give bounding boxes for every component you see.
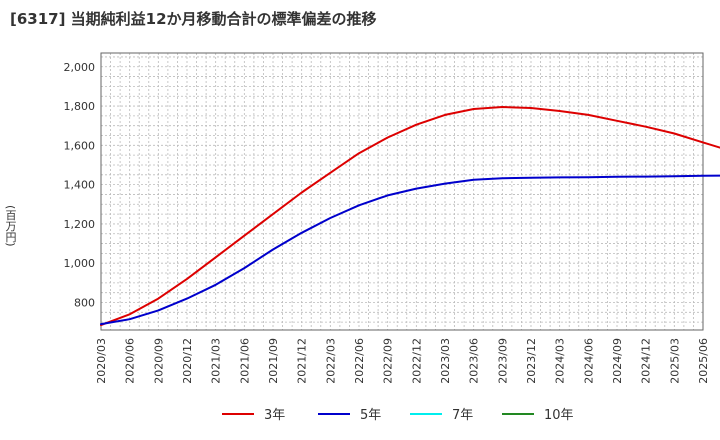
x-tick-label: 2022/06 bbox=[353, 338, 366, 384]
y-axis-label: (百万円) bbox=[4, 205, 17, 247]
chart-title: [6317] 当期純利益12か月移動合計の標準偏差の推移 bbox=[10, 10, 377, 28]
legend-label: 5年 bbox=[360, 408, 381, 423]
y-tick-label: 800 bbox=[74, 296, 95, 309]
x-tick-label: 2023/06 bbox=[468, 338, 481, 384]
y-tick-label: 1,400 bbox=[64, 179, 96, 192]
series-line-3年 bbox=[100, 106, 720, 327]
y-tick-label: 1,600 bbox=[64, 139, 96, 152]
x-tick-label: 2020/09 bbox=[152, 338, 165, 384]
y-tick-label: 1,800 bbox=[64, 100, 96, 113]
x-tick-label: 2023/12 bbox=[525, 338, 538, 384]
x-tick-label: 2021/12 bbox=[296, 338, 309, 384]
plot-frame bbox=[100, 52, 704, 331]
x-tick-label: 2021/06 bbox=[238, 338, 251, 384]
y-tick-label: 2,000 bbox=[64, 61, 96, 74]
x-tick-label: 2024/12 bbox=[640, 338, 653, 384]
x-tick-label: 2024/03 bbox=[554, 338, 567, 384]
x-tick-label: 2023/03 bbox=[439, 338, 452, 384]
x-tick-label: 2022/09 bbox=[382, 338, 395, 384]
y-tick-label: 1,200 bbox=[64, 218, 96, 231]
y-tick-label: 1,000 bbox=[64, 257, 96, 270]
legend-label: 3年 bbox=[264, 408, 285, 423]
x-tick-label: 2024/09 bbox=[611, 338, 624, 384]
x-tick-label: 2020/06 bbox=[124, 338, 137, 384]
x-tick-label: 2023/09 bbox=[496, 338, 509, 384]
x-tick-label: 2024/06 bbox=[582, 338, 595, 384]
x-tick-label: 2025/03 bbox=[668, 338, 681, 384]
x-tick-label: 2022/12 bbox=[410, 338, 423, 384]
x-tick-label: 2022/03 bbox=[324, 338, 337, 384]
legend-label: 10年 bbox=[544, 408, 574, 423]
axes: 800 1,000 1,200 1,400 1,600 1,800 2,000 2020/03… bbox=[64, 52, 710, 384]
x-tick-label: 2025/06 bbox=[697, 338, 710, 384]
gridlines bbox=[100, 53, 704, 330]
x-tick-label: 2021/03 bbox=[210, 338, 223, 384]
legend: 3年 5年 7年 10年 bbox=[222, 408, 574, 423]
legend-label: 7年 bbox=[452, 408, 473, 423]
series-line-5年 bbox=[100, 174, 720, 326]
x-tick-label: 2020/03 bbox=[95, 338, 108, 384]
series-lines bbox=[100, 106, 720, 327]
x-tick-label: 2021/09 bbox=[267, 338, 280, 384]
x-tick-label: 2020/12 bbox=[181, 338, 194, 384]
